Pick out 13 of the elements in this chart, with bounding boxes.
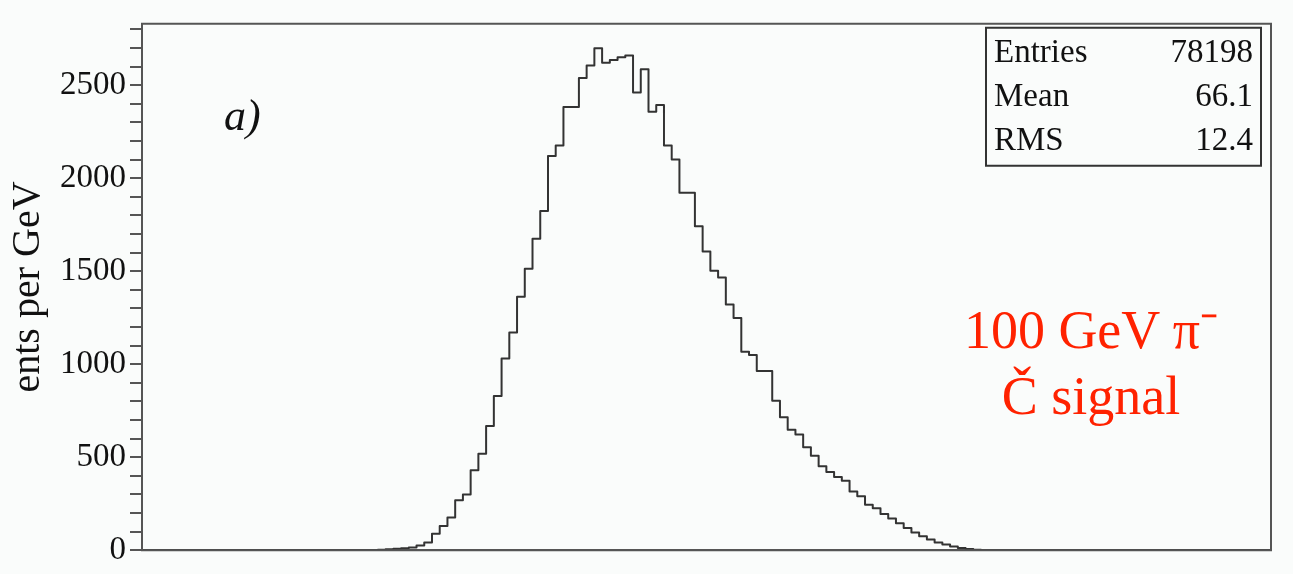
y-axis-title: ents per GeV: [2, 181, 48, 393]
y-tick-label: 2500: [60, 64, 126, 101]
annotation: Č signal: [1001, 365, 1181, 426]
y-tick-label: 500: [76, 436, 126, 473]
y-tick-label: 1500: [60, 250, 126, 287]
y-tick-label: 2000: [60, 157, 126, 194]
text: Entries 78198: [994, 33, 1253, 70]
text: Mean 66.1: [994, 77, 1253, 114]
y-tick-label: 1000: [60, 343, 126, 380]
annotation: a): [224, 91, 261, 141]
annotation: 100 GeV π⁻: [963, 299, 1219, 360]
y-tick-label: 0: [109, 529, 126, 566]
text: RMS 12.4: [994, 121, 1253, 158]
